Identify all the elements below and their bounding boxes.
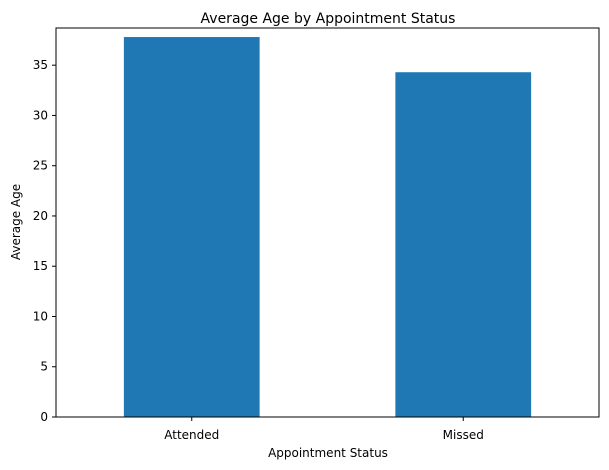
- chart-title: Average Age by Appointment Status: [201, 11, 456, 27]
- x-axis-label: Appointment Status: [268, 446, 388, 460]
- y-tick-label: 10: [33, 309, 48, 323]
- y-tick-label: 5: [40, 360, 48, 374]
- y-axis-ticks: 0 5 10 15 20 25 30 35: [33, 58, 56, 424]
- plot-frame: [55, 27, 600, 418]
- y-tick-label: 20: [33, 209, 48, 223]
- x-axis-ticks: Attended Missed: [164, 417, 484, 442]
- y-tick-label: 30: [33, 108, 48, 122]
- x-tick-label: Missed: [443, 428, 484, 442]
- y-tick-label: 15: [33, 259, 48, 273]
- y-tick-label: 25: [33, 159, 48, 173]
- y-tick-label: 0: [40, 410, 48, 424]
- y-tick-label: 35: [33, 58, 48, 72]
- bars-group: [123, 37, 532, 418]
- bar-attended: [123, 37, 260, 418]
- x-tick-label: Attended: [164, 428, 219, 442]
- bar-missed: [395, 72, 532, 417]
- y-axis-label: Average Age: [9, 184, 23, 260]
